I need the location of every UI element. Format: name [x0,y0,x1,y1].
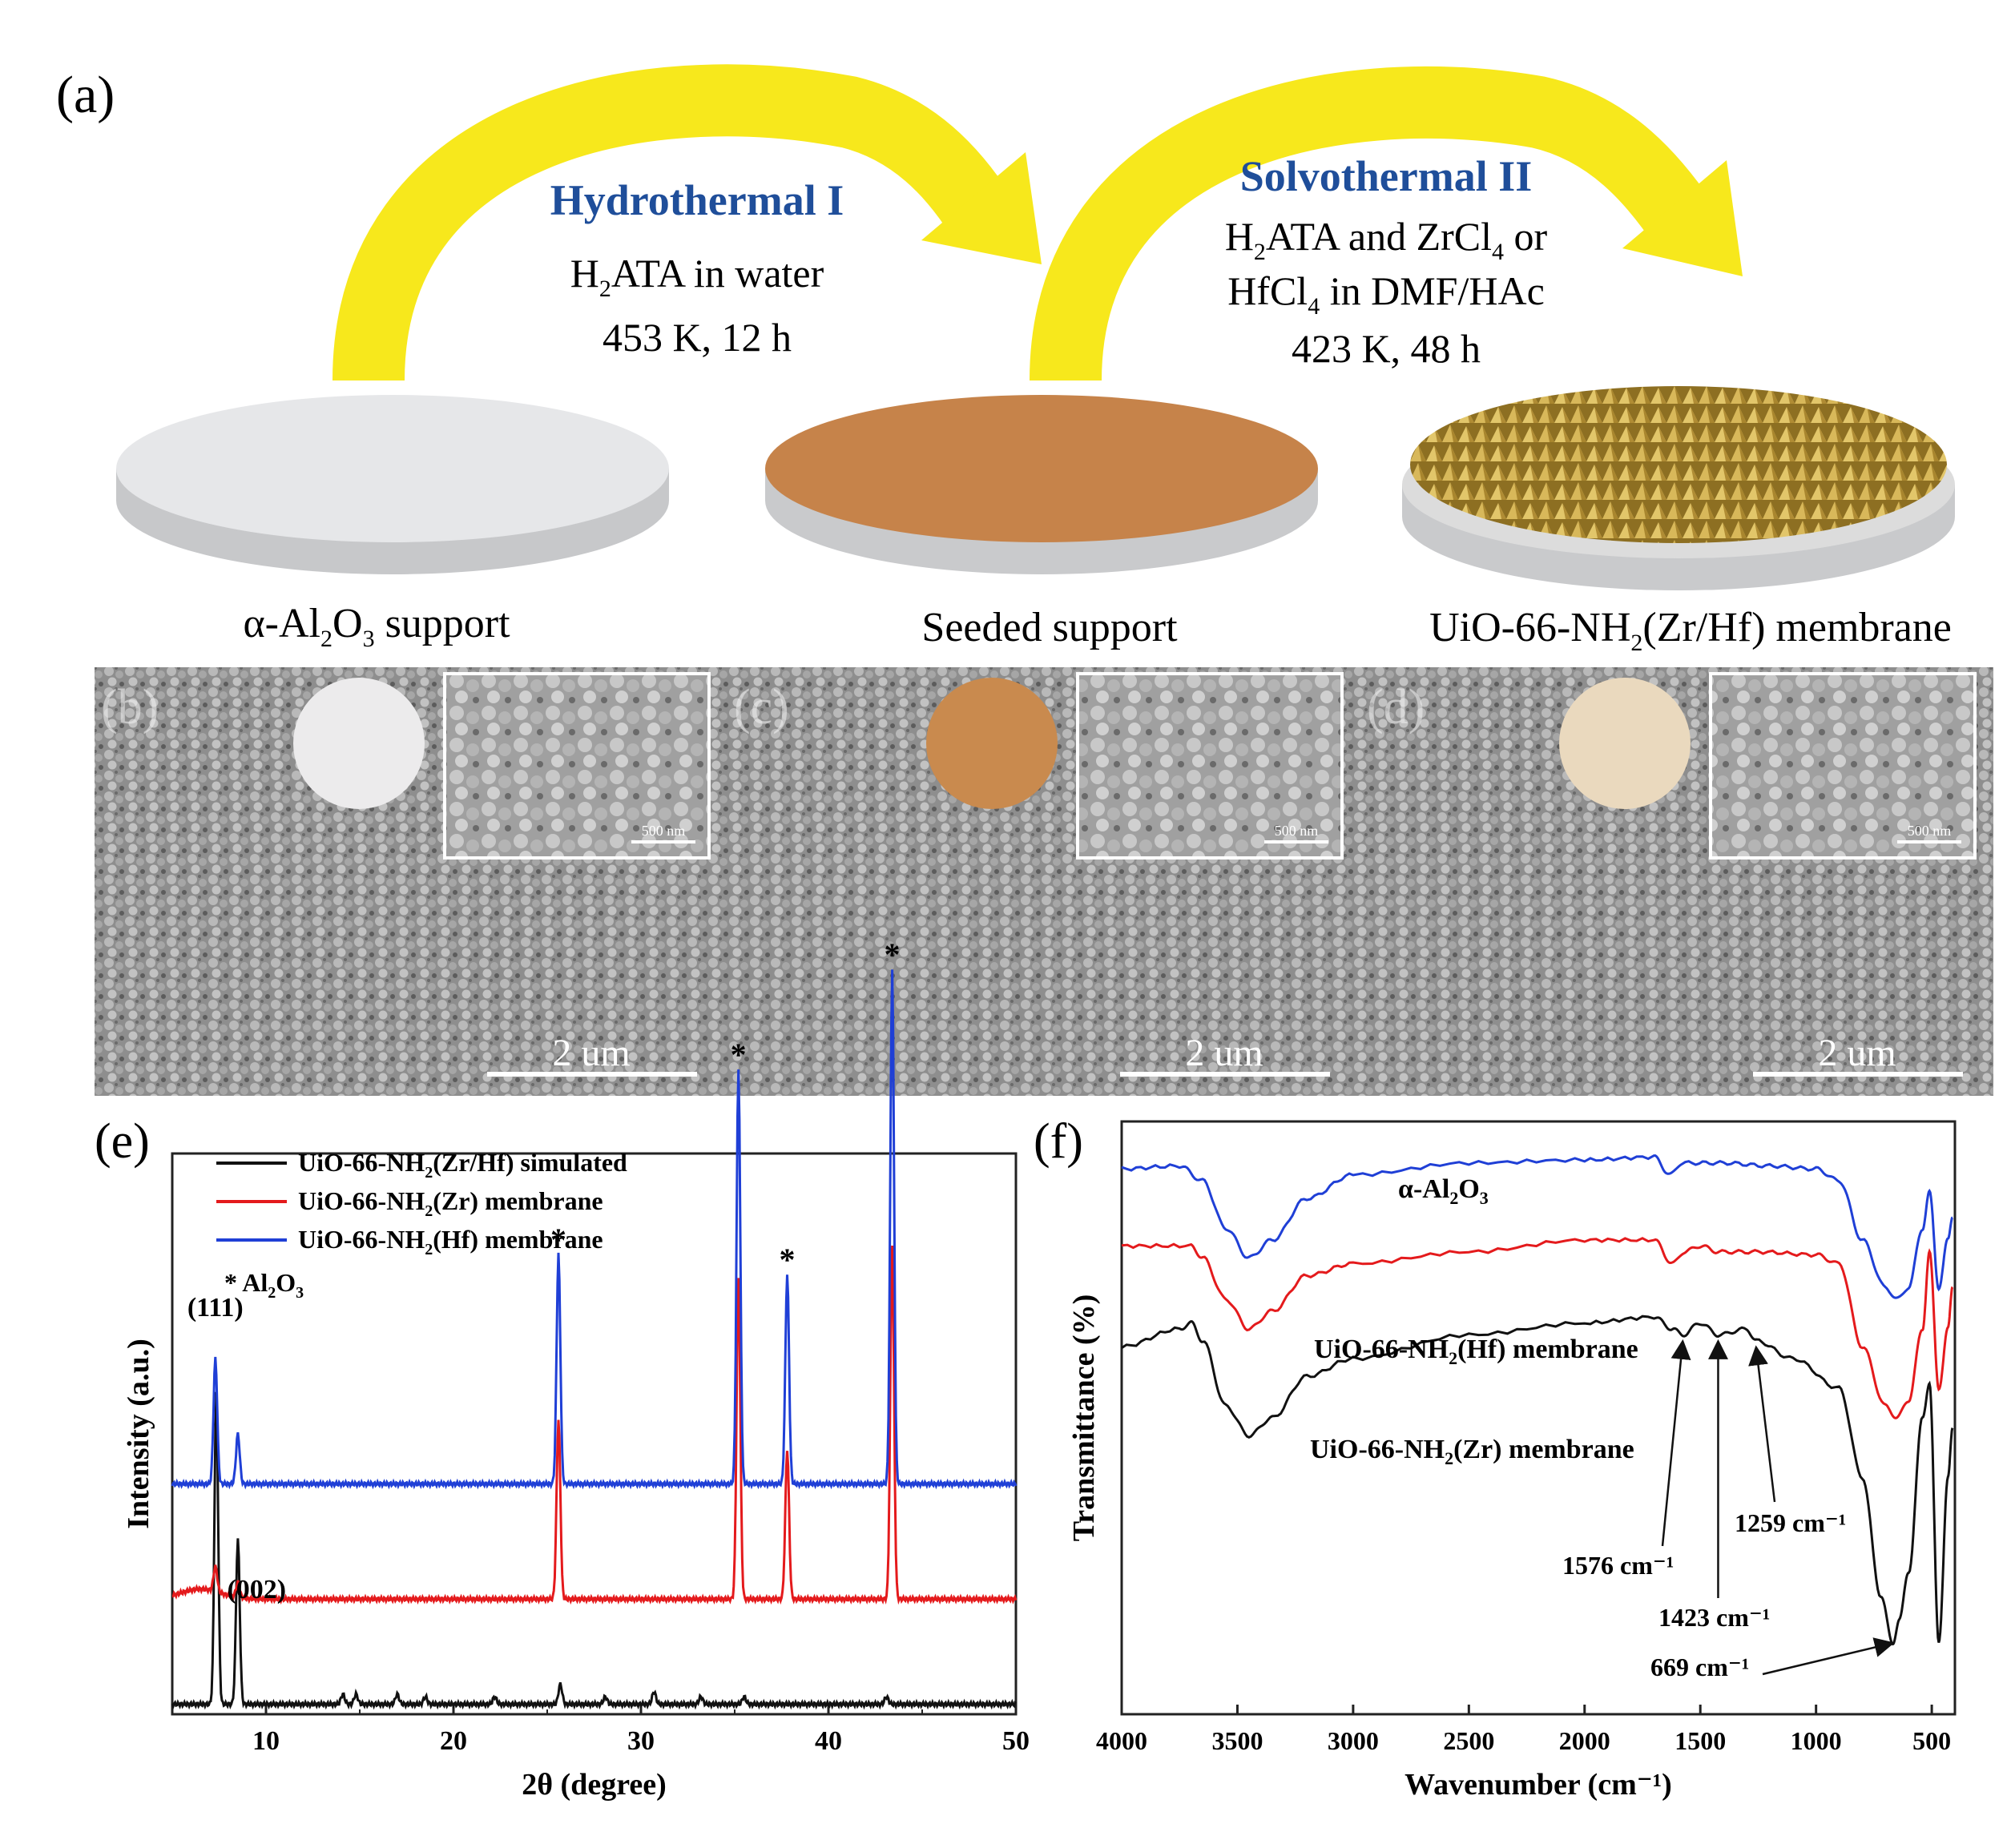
sem-inset [1076,672,1344,860]
panel-f-label: (f) [1034,1114,1083,1169]
sem-images: 500 nm (b) 2 um 500 nm (c) 2 um 500 nm (d) 2 um [95,667,1993,1096]
y-axis-label: Intensity (a.u.) [122,1339,155,1529]
sem-panel-label: (d) [1367,680,1425,735]
curve-label-alumina: α-Al2O3 [1398,1174,1489,1208]
ftir-series-3 [1121,1315,1954,1646]
sample-photo [1559,678,1691,809]
legend-entry: UiO-66-NH2(Zr) membrane [298,1186,603,1220]
panel-e-label: (e) [95,1114,150,1169]
peak-label-002: (002) [227,1575,286,1604]
annotation-label-4: 669 cm⁻¹ [1650,1653,1749,1681]
legend-entry: UiO-66-NH2(Zr/Hf) simulated [298,1148,627,1182]
sem-panel-label: (c) [734,680,789,735]
annotation-arrow [1762,1637,1895,1676]
x-axis-label: 2θ (degree) [522,1768,667,1802]
step1-reagent: H2ATA in water [570,251,824,302]
xrd-series-2 [171,1245,1018,1605]
plot-frame [1120,1120,1957,1716]
yellow-arrow-2 [1030,66,1743,381]
peak-label-111: (111) [187,1293,244,1323]
x-tick-label: 3000 [1328,1726,1379,1755]
scale-bar-label: 2 um [552,1032,630,1074]
al2o3-peak-marker: * [885,936,901,972]
x-tick-label: 500 [1912,1726,1951,1755]
inset-scale-label: 500 nm [1908,823,1952,839]
seeded-support-label: Seeded support [921,605,1178,650]
step1-conditions: 453 K, 12 h [602,315,792,360]
legend-note: * Al2O3 [224,1268,304,1302]
annotation-arrow [1748,1345,1776,1503]
sample-photo [293,678,425,809]
step1-title: Hydrothermal I [550,176,844,224]
yellow-arrow-1 [332,64,1042,381]
x-tick-label: 50 [1002,1726,1030,1756]
sem-panel-3: 500 nm (d) 2 um [1360,667,1993,1096]
curve-label-hf: UiO-66-NH2(Hf) membrane [1314,1335,1638,1368]
curve-label-zr: UiO-66-NH2(Zr) membrane [1310,1435,1634,1468]
x-tick-label: 40 [815,1726,842,1756]
scale-bar-label: 2 um [1185,1032,1263,1074]
panel-a-label: (a) [56,66,115,124]
sem-inset [443,672,711,860]
step2-conditions: 423 K, 48 h [1292,326,1481,371]
x-tick-label: 20 [440,1726,467,1756]
inset-scale-label: 500 nm [1275,823,1319,839]
step2-reagents-line2: HfCl4 in DMF/HAc [1227,268,1545,320]
x-tick-label: 30 [627,1726,655,1756]
alumina-support-label: α-Al2O3 support [243,601,510,652]
x-tick-label: 1500 [1674,1726,1726,1755]
membrane-label: UiO-66-NH2(Zr/Hf) membrane [1429,605,1952,656]
plot-frame [171,1152,1018,1716]
scale-bar-label: 2 um [1818,1032,1896,1074]
sem-panel-label: (b) [101,680,159,735]
sem-inset [1709,672,1977,860]
membrane-disc [1402,386,1955,590]
sem-panel-2: 500 nm (c) 2 um [727,667,1360,1096]
ftir-chart: (f) 4000 3500 3000 2500 2000 1500 1000 500 Wavenu… [1034,1114,1957,1802]
x-tick-label: 2000 [1559,1726,1610,1755]
inset-scale-label: 500 nm [642,823,686,839]
x-tick-label: 4000 [1096,1726,1147,1755]
xrd-chart: (e) 10 20 30 40 50 2θ (degree) Intensity (a.u.)… [95,936,1030,1802]
ftir-series-2 [1121,1237,1954,1419]
xrd-series-3 [171,969,1018,1490]
xrd-series-1 [171,1391,1017,1710]
step2-reagents-line1: H2ATA and ZrCl4 or [1225,214,1548,265]
alumina-support-disc [116,395,669,574]
sample-photo [926,678,1058,809]
al2o3-peak-marker: * [780,1242,796,1278]
al2o3-peak-marker: * [731,1037,747,1073]
al2o3-peak-marker: * [550,1222,566,1258]
step2-title: Solvothermal II [1240,152,1533,200]
legend-entry: UiO-66-NH2(Hf) membrane [298,1225,603,1258]
annotation-label-1: 1576 cm⁻¹ [1562,1551,1674,1580]
x-axis-label: Wavenumber (cm⁻¹) [1404,1768,1672,1802]
annotation-label-3: 1259 cm⁻¹ [1735,1508,1846,1537]
y-axis-label: Transmittance (%) [1067,1294,1101,1542]
sem-panel-1: 500 nm (b) 2 um [95,667,727,1096]
x-tick-label: 3500 [1211,1726,1263,1755]
x-tick-label: 10 [252,1726,280,1756]
x-tick-label: 2500 [1443,1726,1494,1755]
seeded-support-disc [765,395,1318,574]
annotation-arrow [1661,1339,1691,1547]
x-tick-label: 1000 [1791,1726,1842,1755]
annotation-label-2: 1423 cm⁻¹ [1658,1603,1770,1632]
ftir-series-1 [1121,1154,1953,1299]
